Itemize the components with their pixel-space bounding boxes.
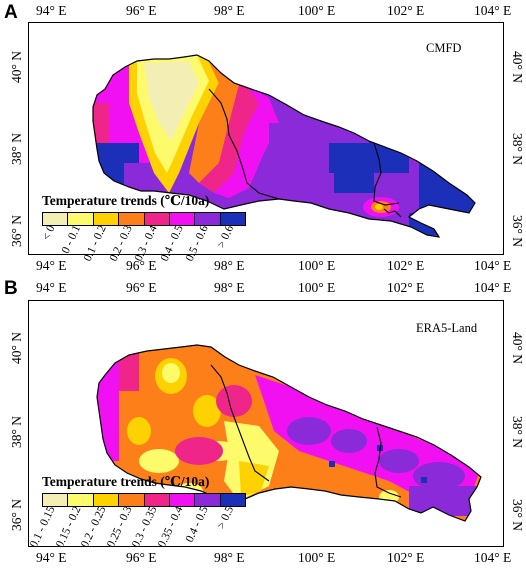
panel-a-top-xtick-2: 96° E bbox=[126, 3, 157, 18]
panel-a-legend-swatch-6 bbox=[169, 213, 196, 225]
panel-b-bottom-xtick-2: 96° E bbox=[126, 550, 157, 565]
panel-a-boundary-line-3 bbox=[383, 208, 402, 218]
panel-a-legend-bar bbox=[42, 212, 246, 226]
panel-b-legend-bar bbox=[42, 493, 246, 507]
panel-a-top-xtick-6: 104° E bbox=[474, 3, 512, 18]
panel-a-bottom-xtick-2: 96° E bbox=[126, 258, 157, 273]
panel-b-top-xtick-6: 104° E bbox=[474, 280, 512, 295]
panel-a-left-ytick-1: 40° N bbox=[9, 50, 24, 84]
panel-b-top-xtick-3: 98° E bbox=[214, 280, 245, 295]
panel-a-bottom-xtick-1: 94° E bbox=[36, 258, 67, 273]
panel-a-top-xtick-1: 94° E bbox=[36, 3, 67, 18]
panel-a-right-ytick-2: 38° N bbox=[510, 132, 525, 166]
panel-b-top-xtick-2: 96° E bbox=[126, 280, 157, 295]
panel-b-top-xtick-5: 102° E bbox=[387, 280, 425, 295]
panel-b-basin-outline bbox=[96, 344, 482, 522]
panel-b-legend-swatch-7 bbox=[195, 494, 221, 506]
panel-a-left-ytick-3: 36° N bbox=[9, 214, 24, 248]
panel-b-legend-swatch-4 bbox=[119, 494, 145, 506]
panel-b-legend-swatch-5 bbox=[144, 494, 170, 506]
panel-a-map-frame bbox=[28, 22, 504, 255]
panel-a-legend-swatch-7 bbox=[195, 213, 221, 225]
panel-b-map-frame bbox=[28, 300, 504, 547]
panel-a-top-xtick-4: 100° E bbox=[298, 3, 336, 18]
panel-a-top-xtick-5: 102° E bbox=[387, 3, 425, 18]
panel-a-right-ytick-1: 40° N bbox=[510, 50, 525, 84]
panel-a-right-ytick-3: 36° N bbox=[510, 214, 525, 248]
panel-b-bottom-xtick-6: 104° E bbox=[474, 550, 512, 565]
panel-a-left-ytick-2: 38° N bbox=[9, 132, 24, 166]
panel-a-source-label: CMFD bbox=[426, 41, 462, 55]
panel-a-legend-swatch-5 bbox=[144, 213, 170, 225]
panel-b-legend-swatch-1 bbox=[43, 494, 69, 506]
panel-a-legend-swatch-8 bbox=[220, 213, 245, 225]
panel-b-legend-swatch-3 bbox=[93, 494, 120, 506]
panel-b-left-ytick-2: 38° N bbox=[9, 415, 24, 449]
panel-b-legend-title: Temperature trends (℃/10a) bbox=[42, 474, 210, 489]
panel-b-bottom-xtick-4: 100° E bbox=[298, 550, 336, 565]
panel-b-bottom-xtick-5: 102° E bbox=[387, 550, 425, 565]
panel-a-boundary-line-1 bbox=[208, 88, 280, 200]
panel-b-bottom-xtick-3: 98° E bbox=[214, 550, 245, 565]
panel-a-map bbox=[92, 54, 476, 238]
panel-b-left-ytick-3: 36° N bbox=[9, 498, 24, 532]
panel-a-legend-swatch-2 bbox=[68, 213, 94, 225]
panel-a-legend-swatch-3 bbox=[93, 213, 120, 225]
panel-b-map bbox=[96, 344, 482, 522]
panel-a-legend-swatch-1 bbox=[43, 213, 69, 225]
panel-b-boundary-line-2 bbox=[374, 426, 402, 498]
panel-b-source-label: ERA5-Land bbox=[416, 321, 478, 335]
panel-b-boundary-line-1 bbox=[210, 364, 270, 482]
panel-b-letter: B bbox=[4, 278, 18, 299]
panel-b-top-xtick-1: 94° E bbox=[36, 280, 67, 295]
panel-b-right-ytick-1: 40° N bbox=[510, 331, 525, 365]
panel-a-boundary-line-2 bbox=[373, 142, 400, 206]
panel-b-legend-swatch-6 bbox=[169, 494, 196, 506]
panel-a-bottom-xtick-5: 102° E bbox=[387, 258, 425, 273]
panel-b-top-xtick-4: 100° E bbox=[298, 280, 336, 295]
panel-a-letter: A bbox=[4, 2, 18, 23]
panel-b-left-ytick-1: 40° N bbox=[9, 331, 24, 365]
panel-a-top-xtick-3: 98° E bbox=[214, 3, 245, 18]
panel-a-legend-swatch-4 bbox=[119, 213, 145, 225]
panel-a-legend-title: Temperature trends (℃/10a) bbox=[42, 193, 210, 208]
panel-b-right-ytick-3: 36° N bbox=[510, 498, 525, 532]
panel-a-bottom-xtick-4: 100° E bbox=[298, 258, 336, 273]
panel-b-bottom-xtick-1: 94° E bbox=[36, 550, 67, 565]
panel-a-bottom-xtick-3: 98° E bbox=[214, 258, 245, 273]
panel-a-basin-outline bbox=[92, 54, 476, 238]
panel-b-legend-swatch-2 bbox=[68, 494, 94, 506]
panel-b-right-ytick-2: 38° N bbox=[510, 415, 525, 449]
panel-b-legend-swatch-8 bbox=[220, 494, 245, 506]
panel-a-bottom-xtick-6: 104° E bbox=[474, 258, 512, 273]
